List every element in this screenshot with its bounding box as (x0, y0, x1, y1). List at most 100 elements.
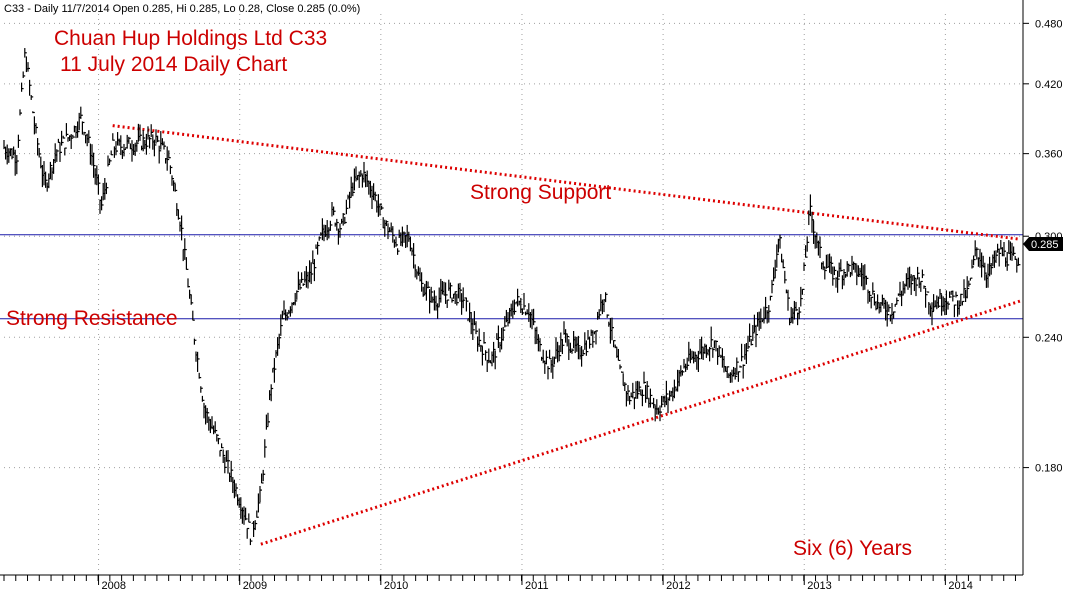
support-label: Strong Support (470, 181, 611, 204)
price-bar (611, 317, 614, 341)
price-bar (379, 203, 382, 216)
price-bar (301, 272, 304, 283)
price-bar (516, 288, 520, 307)
price-bar (363, 161, 366, 183)
price-bar (166, 146, 170, 171)
price-bar (892, 311, 896, 319)
price-bar (497, 325, 501, 349)
price-bar (449, 282, 453, 299)
price-bar (187, 278, 190, 288)
price-bar (339, 223, 342, 238)
x-axis-tick-label: 2013 (807, 580, 831, 592)
price-bar (32, 111, 35, 114)
price-bar (619, 364, 622, 370)
price-bar (638, 381, 642, 392)
price-bar (552, 356, 555, 379)
price-bar (776, 244, 779, 268)
price-bar (381, 205, 384, 210)
price-bar (56, 149, 59, 162)
price-bar (681, 370, 685, 376)
price-bar (726, 366, 730, 379)
price-bar (11, 148, 14, 160)
price-bar (414, 264, 418, 278)
price-bar (456, 293, 459, 306)
price-bar (185, 257, 189, 270)
price-bar (665, 380, 669, 406)
price-bar (614, 344, 618, 349)
price-bar (937, 296, 941, 308)
price-bar (886, 301, 890, 327)
price-bar (261, 473, 264, 484)
price-bar (545, 350, 549, 365)
price-bar (811, 211, 814, 233)
price-bar (592, 330, 595, 348)
price-bar (768, 305, 771, 323)
price-bar (779, 234, 782, 249)
price-bar (333, 206, 336, 216)
chart-subtitle: 11 July 2014 Daily Chart (60, 53, 287, 76)
price-bar (896, 297, 899, 305)
price-bar (571, 348, 574, 354)
price-bar (29, 79, 32, 96)
price-bar (782, 259, 786, 269)
price-bar (317, 241, 320, 255)
price-bar (990, 263, 994, 275)
price-bar (483, 331, 486, 344)
price-bar (437, 303, 440, 319)
price-bar (264, 439, 267, 458)
price-bar (523, 292, 526, 310)
price-bar (836, 270, 840, 293)
price-bar (245, 507, 248, 521)
price-bar (190, 294, 194, 305)
price-bar (115, 141, 118, 156)
x-axis-tick-label: 2011 (525, 580, 549, 592)
price-bar (865, 275, 869, 285)
price-bar (854, 263, 858, 273)
price-bar (493, 341, 496, 363)
price-bar (97, 174, 101, 195)
price-bar (153, 139, 157, 157)
price-bar (217, 437, 221, 445)
price-bar (397, 248, 400, 255)
last-price-tag: 0.285 (1023, 237, 1063, 251)
y-axis-tick-label: 0.240 (1035, 332, 1063, 344)
price-bar (840, 259, 843, 272)
price-bar (750, 338, 754, 346)
y-axis-tick-label: 0.420 (1035, 79, 1063, 91)
price-bar (700, 336, 704, 360)
price-bar (659, 405, 662, 422)
price-bar (19, 109, 22, 116)
price-bar (1006, 251, 1010, 271)
price-bar (413, 243, 416, 269)
price-bar (193, 338, 197, 345)
price-bar (598, 309, 602, 319)
price-bar (870, 296, 874, 309)
price-bar (286, 312, 290, 321)
price-bar (181, 215, 184, 241)
price-bar (830, 256, 834, 275)
price-bar (532, 308, 536, 326)
price-bar (910, 274, 914, 295)
price-bar (606, 314, 610, 318)
price-bar (454, 291, 458, 304)
price-bar (278, 333, 282, 349)
price-bar (485, 350, 488, 361)
price-bar (392, 226, 395, 243)
price-bar (971, 259, 974, 269)
price-bar (769, 295, 773, 301)
price-bar (157, 135, 160, 143)
price-bar (281, 310, 285, 320)
price-bar (558, 345, 562, 362)
price-bar (139, 124, 142, 141)
x-axis[interactable]: 2008 2009 2010 2011 2012 2013 2014 (3, 575, 1016, 592)
price-bar (427, 281, 430, 289)
price-bar (963, 279, 966, 299)
price-bar (465, 297, 469, 312)
price-bar (809, 194, 813, 217)
price-bar (755, 324, 758, 348)
price-bar (926, 291, 930, 293)
price-bar (198, 372, 202, 379)
price-bar (868, 291, 872, 302)
price-bar (833, 266, 837, 276)
